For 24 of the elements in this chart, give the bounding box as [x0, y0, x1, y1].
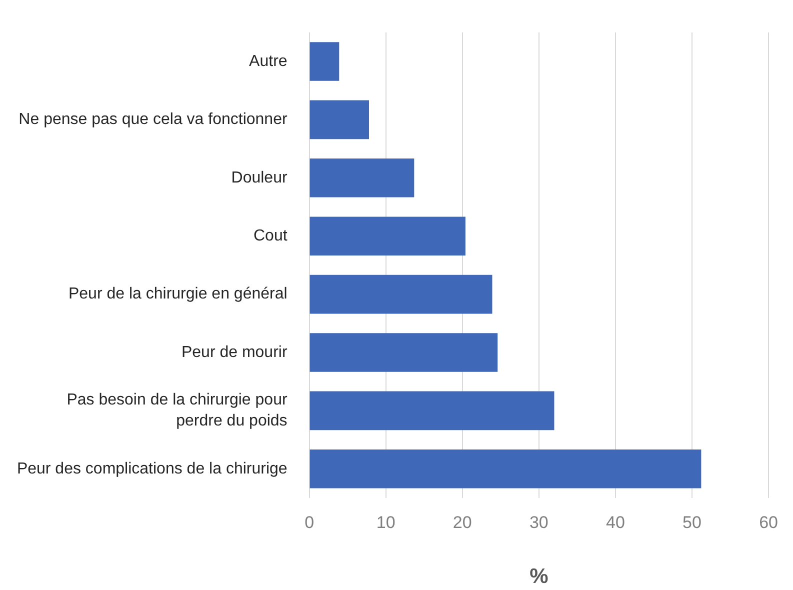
x-tick-label: 30 [529, 512, 548, 532]
bar [310, 391, 554, 430]
bar [310, 158, 414, 198]
bar [310, 274, 492, 314]
y-tick-label: Autre [249, 52, 288, 70]
bar [310, 333, 498, 372]
bar [310, 42, 340, 81]
y-tick-label: Ne pense pas que cela va fonctionner [18, 111, 288, 128]
bar [310, 100, 369, 140]
x-tick-label: 0 [304, 512, 314, 532]
x-tick-label: 20 [452, 512, 472, 532]
y-tick-label: Pas besoin de la chirurgie pour perdre du poids [66, 392, 288, 430]
y-tick-label: Peur de la chirurgie en général [68, 286, 288, 303]
y-tick-label: Peur des complications de la chirurige [16, 460, 288, 478]
y-tick-label: Douleur [231, 169, 288, 186]
x-tick-label: 10 [376, 512, 396, 532]
x-tick-label: 40 [606, 512, 625, 532]
x-axis-title: % [530, 565, 549, 588]
y-tick-label: Peur de mourir [181, 344, 288, 361]
x-tick-label: 60 [759, 512, 778, 532]
bar [310, 449, 702, 488]
x-tick-label: 50 [682, 512, 702, 532]
bar [310, 216, 466, 256]
y-tick-label: Cout [254, 228, 288, 245]
